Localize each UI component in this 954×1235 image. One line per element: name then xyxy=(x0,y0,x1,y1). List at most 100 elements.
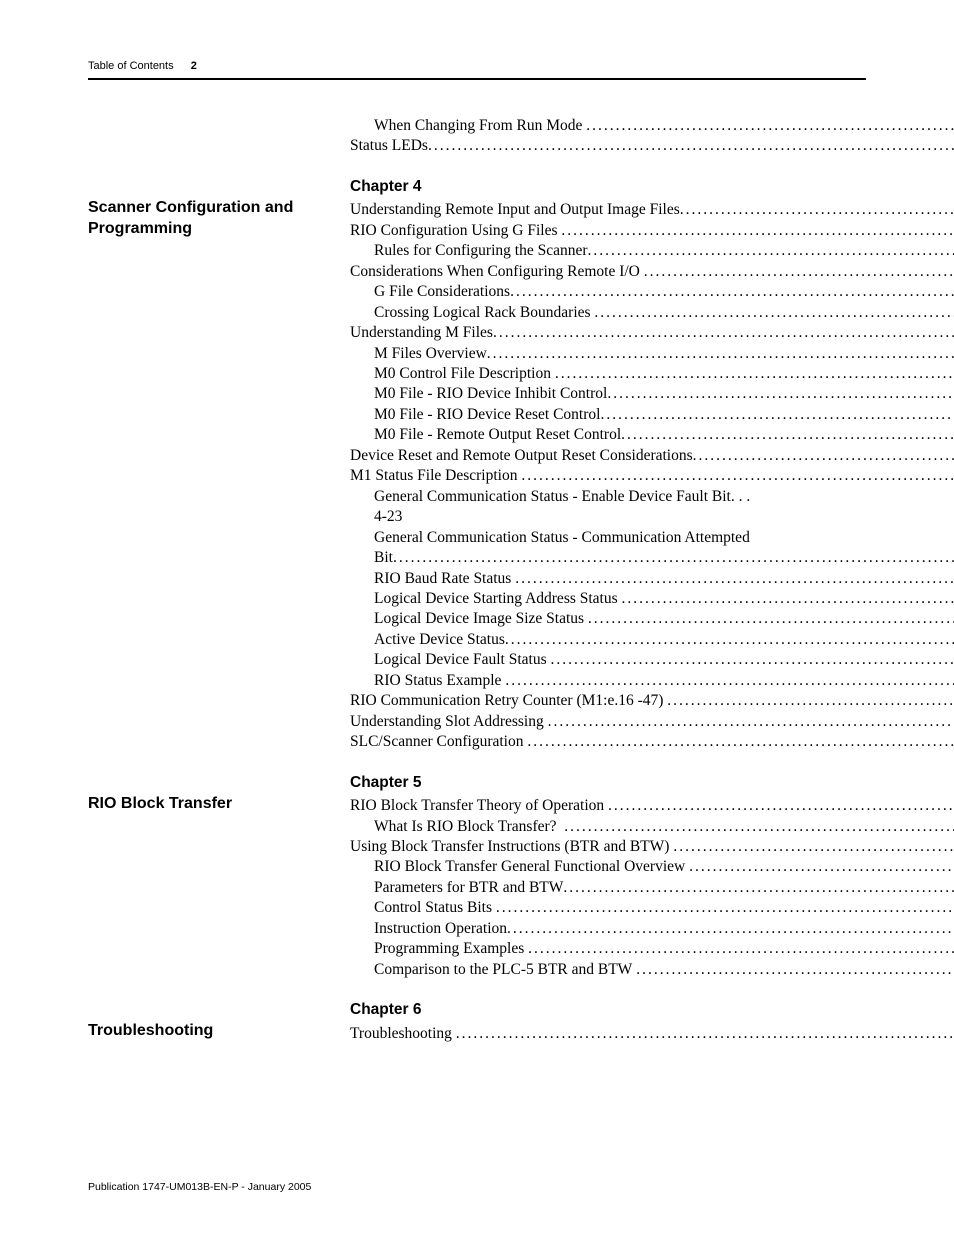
toc-title: M Files Overview xyxy=(374,344,487,364)
toc-leader-dots xyxy=(496,898,954,918)
page-container: Table of Contents 2 When Changing From R… xyxy=(0,0,954,1084)
toc-title: Logical Device Starting Address Status xyxy=(374,589,618,609)
toc-leader-dots xyxy=(548,712,954,732)
section-title-left: Troubleshooting xyxy=(88,1000,350,1044)
toc-title: Device Reset and Remote Output Reset Con… xyxy=(350,446,693,466)
toc-leader-dots xyxy=(561,221,954,241)
chapter-section-title: RIO Block Transfer xyxy=(88,795,232,812)
toc-leader-dots xyxy=(551,650,954,670)
toc-entry: RIO Block Transfer Theory of Operation 5… xyxy=(350,796,954,816)
toc-entry: SLC/Scanner Configuration 4-33 xyxy=(350,732,954,752)
toc-leader-dots xyxy=(680,200,954,220)
toc-entry: Rules for Configuring the Scanner 4-7 xyxy=(350,241,954,261)
toc-entry: Logical Device Fault Status 4-27 xyxy=(350,650,954,670)
chapter-heading: Chapter 4 xyxy=(350,177,954,197)
toc-leader-dots xyxy=(527,732,954,752)
toc-title: Programming Examples xyxy=(374,939,524,959)
toc-title: Parameters for BTR and BTW xyxy=(374,878,563,898)
toc-content: When Changing From Run Mode 3-8 Status L… xyxy=(88,116,866,1044)
toc-leader-dots xyxy=(636,960,954,980)
toc-leader-dots xyxy=(428,136,954,156)
toc-entry: Logical Device Starting Address Status 4… xyxy=(350,589,954,609)
section-title-left: RIO Block Transfer xyxy=(88,773,350,1001)
toc-title: Considerations When Configuring Remote I… xyxy=(350,262,640,282)
toc-entry: Parameters for BTR and BTW 5-6 xyxy=(350,878,954,898)
toc-entry: RIO Configuration Using G Files 4-4 xyxy=(350,221,954,241)
toc-entry: RIO Block Transfer General Functional Ov… xyxy=(350,857,954,877)
toc-entry: Using Block Transfer Instructions (BTR a… xyxy=(350,837,954,857)
toc-title: Using Block Transfer Instructions (BTR a… xyxy=(350,837,669,857)
toc-title-fragment: Bit xyxy=(374,548,393,568)
toc-entry: RIO Baud Rate Status 4-24 xyxy=(350,569,954,589)
section-title-left: Scanner Configuration and Programming xyxy=(88,177,350,773)
toc-title: Rules for Configuring the Scanner xyxy=(374,241,588,261)
toc-leader-dots xyxy=(644,262,954,282)
chapter-heading: Chapter 6 xyxy=(350,1000,954,1020)
toc-entry: Understanding Slot Addressing 4-32 xyxy=(350,712,954,732)
toc-title: Active Device Status xyxy=(374,630,505,650)
toc-entry: RIO Communication Retry Counter (M1:e.16… xyxy=(350,691,954,711)
toc-entry: Logical Device Image Size Status 4-25 xyxy=(350,609,954,629)
toc-leader-dots xyxy=(505,630,954,650)
toc-leader-dots xyxy=(667,691,954,711)
toc-leader-dots xyxy=(607,384,954,404)
toc-leader-dots xyxy=(507,919,954,939)
toc-entry: Considerations When Configuring Remote I… xyxy=(350,262,954,282)
toc-entry: Comparison to the PLC-5 BTR and BTW 5-16 xyxy=(350,960,954,980)
toc-leader-dots xyxy=(505,671,954,691)
toc-leader-dots xyxy=(586,116,954,136)
toc-entry: General Communication Status - Communica… xyxy=(350,528,954,548)
toc-page: 4-23 xyxy=(374,508,402,525)
toc-leader-dots xyxy=(528,939,954,959)
publication-footer: Publication 1747-UM013B-EN-P - January 2… xyxy=(88,1181,311,1193)
toc-title: Understanding M Files xyxy=(350,323,493,343)
toc-leader-dots xyxy=(693,446,954,466)
toc-title: Logical Device Fault Status xyxy=(374,650,547,670)
toc-leader-dots xyxy=(588,241,954,261)
section-entries: Chapter 6 Troubleshooting 6-1 xyxy=(350,1000,954,1044)
toc-title: M0 File - Remote Output Reset Control xyxy=(374,425,621,445)
toc-title: Status LEDs xyxy=(350,136,428,156)
toc-title: Instruction Operation xyxy=(374,919,507,939)
toc-leader-dots xyxy=(594,303,954,323)
toc-leader-dots xyxy=(600,405,954,425)
toc-leader-dots xyxy=(622,589,954,609)
toc-title: M0 File - RIO Device Reset Control xyxy=(374,405,600,425)
toc-entry: M1 Status File Description 4-23 xyxy=(350,466,954,486)
toc-title: RIO Baud Rate Status xyxy=(374,569,511,589)
toc-leader-dots xyxy=(393,548,954,568)
toc-title: M0 File - RIO Device Inhibit Control xyxy=(374,384,607,404)
toc-entry: Understanding M Files 4-14 xyxy=(350,323,954,343)
toc-leader-dots xyxy=(673,837,954,857)
toc-entry: RIO Status Example 4-28 xyxy=(350,671,954,691)
toc-leader-dots xyxy=(588,609,954,629)
toc-entry: Device Reset and Remote Output Reset Con… xyxy=(350,446,954,466)
toc-entry: Programming Examples 5-12 xyxy=(350,939,954,959)
toc-leader-dots xyxy=(621,425,954,445)
toc-title: Troubleshooting xyxy=(350,1024,452,1044)
toc-entry: M0 Control File Description 4-16 xyxy=(350,364,954,384)
section-entries: When Changing From Run Mode 3-8 Status L… xyxy=(350,116,954,177)
toc-title: Logical Device Image Size Status xyxy=(374,609,584,629)
toc-title: SLC/Scanner Configuration xyxy=(350,732,524,752)
section-title-left xyxy=(88,116,350,177)
toc-entry: Active Device Status 4-26 xyxy=(350,630,954,650)
toc-title: RIO Status Example xyxy=(374,671,501,691)
toc-title: Comparison to the PLC-5 BTR and BTW xyxy=(374,960,632,980)
toc-title: General Communication Status - Enable De… xyxy=(374,488,731,505)
toc-title: General Communication Status - Communica… xyxy=(374,529,750,546)
toc-title: What Is RIO Block Transfer? xyxy=(374,817,557,837)
toc-entry: General Communication Status - Enable De… xyxy=(350,487,954,528)
toc-title: M1 Status File Description xyxy=(350,466,517,486)
header-label: Table of Contents xyxy=(88,60,174,72)
toc-title: When Changing From Run Mode xyxy=(374,116,582,136)
toc-leader-dots xyxy=(493,323,954,343)
section-entries: Chapter 5 RIO Block Transfer Theory of O… xyxy=(350,773,954,1001)
toc-entry: Instruction Operation 5-11 xyxy=(350,919,954,939)
toc-leader-dots xyxy=(510,282,954,302)
toc-entry: Control Status Bits 5-7 xyxy=(350,898,954,918)
toc-entry: When Changing From Run Mode 3-8 xyxy=(350,116,954,136)
toc-entry: Crossing Logical Rack Boundaries 4-13 xyxy=(350,303,954,323)
toc-leader-dots xyxy=(487,344,954,364)
running-header: Table of Contents 2 xyxy=(88,60,866,72)
